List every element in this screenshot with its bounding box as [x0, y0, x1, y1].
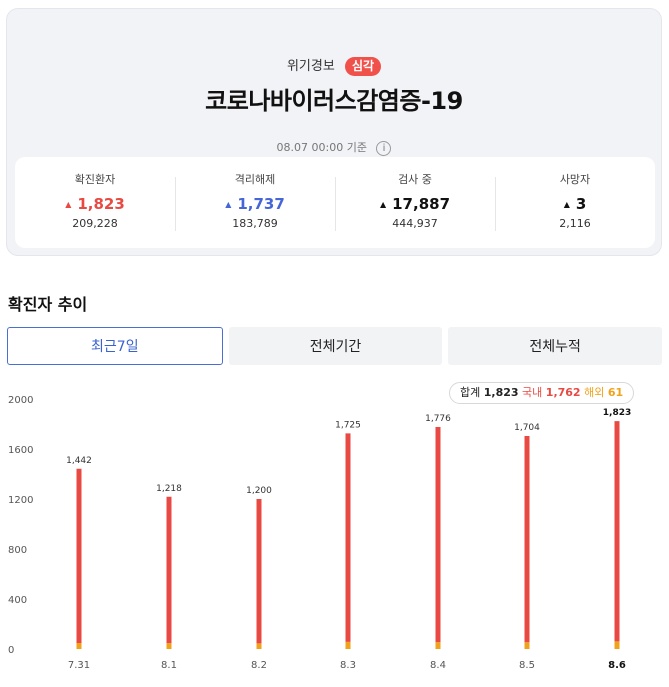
y-tick-label: 800	[8, 545, 27, 556]
stat-label: 검사 중	[398, 173, 432, 186]
stat-label: 격리해제	[234, 173, 276, 186]
up-arrow-icon: ▲	[563, 200, 570, 209]
chart-legend: 합계 1,823 국내 1,762 해외 61	[449, 382, 635, 404]
stat-value: ▲ 1,737	[175, 195, 335, 213]
alert-level-badge: 심각	[344, 57, 382, 76]
legend-domestic-label: 국내	[522, 386, 543, 399]
trend-title: 확진자 추이	[8, 295, 88, 314]
bar-domestic	[524, 436, 530, 643]
bar-domestic	[435, 427, 441, 643]
stat-total: 2,116	[559, 217, 591, 230]
stat-value-number: 1,737	[237, 195, 285, 213]
stat-label: 사망자	[559, 173, 591, 186]
up-arrow-icon: ▲	[379, 200, 387, 209]
bar-domestic	[166, 496, 172, 644]
bar-overseas	[166, 643, 172, 649]
bar-domestic	[256, 499, 262, 644]
x-tick-label: 8.6	[608, 660, 626, 671]
tab-recent-7-days[interactable]: 최근7일	[7, 327, 223, 365]
x-tick-label: 8.3	[340, 660, 356, 671]
summary-card: 위기경보 심각 코로나바이러스감염증-19 08.07 00:00 기준 i 확…	[6, 8, 662, 256]
y-tick-label: 0	[8, 645, 14, 656]
basis-text: 08.07 00:00 기준	[276, 141, 367, 154]
stats-panel: 확진환자 ▲ 1,823 209,228 격리해제 ▲ 1,737 183,789 …	[15, 157, 655, 248]
trend-tabs: 최근7일 전체기간 전체누적	[7, 327, 663, 365]
legend-domestic-value: 1,762	[545, 386, 581, 399]
y-tick-label: 1200	[8, 495, 33, 506]
bar-overseas	[345, 641, 351, 649]
tab-all-period[interactable]: 전체기간	[228, 327, 443, 365]
data-label: 1,823	[603, 408, 631, 418]
up-arrow-icon: ▲	[65, 200, 72, 209]
x-tick-label: 8.4	[430, 660, 446, 671]
stat-value-number: 3	[575, 195, 587, 213]
tab-cumulative[interactable]: 전체누적	[448, 327, 663, 365]
bar-overseas	[435, 642, 441, 649]
stat-testing: 검사 중 ▲ 17,887 444,937	[335, 157, 495, 248]
bar-overseas	[524, 642, 530, 649]
stat-value: ▲ 3	[495, 195, 655, 213]
y-tick-label: 1600	[8, 445, 33, 456]
alert-row: 위기경보 심각	[7, 55, 661, 76]
info-icon[interactable]: i	[376, 140, 392, 156]
stat-value-number: 17,887	[392, 195, 451, 213]
stat-total: 183,789	[232, 217, 278, 230]
stat-deaths: 사망자 ▲ 3 2,116	[495, 157, 655, 248]
legend-overseas-label: 해외	[584, 386, 605, 399]
stat-label: 확진환자	[74, 173, 116, 186]
confirmed-trend-chart: 0 400 800 1200 1600 2000 1,442 7.31 1,218 8.1 1,20…	[8, 395, 631, 671]
stat-value: ▲ 17,887	[335, 195, 495, 213]
bar-domestic	[614, 421, 620, 642]
data-label: 1,442	[66, 456, 92, 466]
up-arrow-icon: ▲	[225, 200, 232, 209]
x-tick-label: 8.1	[161, 660, 177, 671]
stat-released: 격리해제 ▲ 1,737 183,789	[175, 157, 335, 248]
legend-total-label: 합계	[460, 386, 481, 399]
data-label: 1,725	[335, 420, 361, 430]
stat-value: ▲ 1,823	[15, 195, 175, 213]
basis-time: 08.07 00:00 기준 i	[7, 139, 661, 156]
legend-overseas-value: 61	[607, 386, 624, 399]
stat-total: 444,937	[392, 217, 438, 230]
bar-overseas	[614, 641, 620, 649]
bar-overseas	[256, 643, 262, 649]
alert-label: 위기경보	[286, 59, 335, 74]
x-tick-label: 8.2	[251, 660, 267, 671]
bar-domestic	[345, 433, 351, 642]
bar-overseas	[76, 643, 82, 649]
page-title: 코로나바이러스감염증-19	[205, 87, 463, 115]
stat-confirmed: 확진환자 ▲ 1,823 209,228	[15, 157, 175, 248]
x-tick-label: 8.5	[519, 660, 535, 671]
data-label: 1,218	[156, 484, 182, 494]
x-tick-label: 7.31	[68, 660, 90, 671]
legend-total-value: 1,823	[483, 386, 519, 399]
stat-value-number: 1,823	[77, 195, 125, 213]
y-tick-label: 400	[8, 595, 27, 606]
y-tick-label: 2000	[8, 395, 33, 406]
bar-domestic	[76, 468, 82, 643]
data-label: 1,200	[246, 486, 272, 496]
data-label: 1,704	[514, 423, 540, 433]
stat-total: 209,228	[72, 217, 118, 230]
data-label: 1,776	[425, 414, 451, 424]
